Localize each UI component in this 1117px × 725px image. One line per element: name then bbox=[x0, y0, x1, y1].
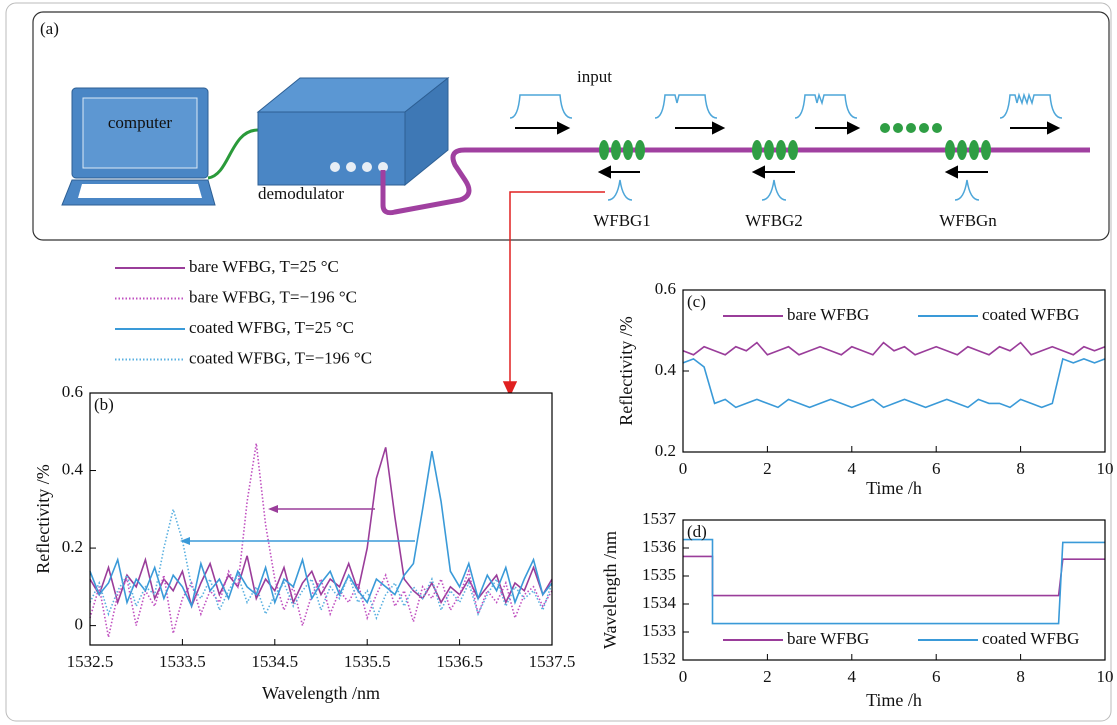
x-tick-label: 8 bbox=[1016, 667, 1025, 686]
x-axis-label: Time /h bbox=[866, 478, 922, 498]
grating-label: WFBG2 bbox=[745, 211, 803, 230]
legend-label: bare WFBG, T=−196 °C bbox=[189, 287, 357, 306]
y-tick-label: 0.2 bbox=[655, 441, 676, 460]
y-axis-label: Wavelength /nm bbox=[600, 531, 620, 649]
legend-label: coated WFBG, T=25 °C bbox=[189, 318, 354, 337]
x-tick-label: 8 bbox=[1016, 459, 1025, 478]
data-line bbox=[683, 555, 1105, 597]
y-tick-label: 0.6 bbox=[62, 382, 83, 401]
x-axis-label: Time /h bbox=[866, 690, 922, 710]
panel-label: (d) bbox=[687, 522, 707, 541]
y-tick-label: 0.2 bbox=[62, 537, 83, 556]
data-line bbox=[89, 506, 553, 621]
data-line bbox=[89, 451, 553, 609]
shift-arrow-head bbox=[268, 505, 278, 513]
shift-arrow-head bbox=[180, 537, 190, 545]
demodulator-label: demodulator bbox=[258, 184, 344, 203]
x-tick-label: 1537.5 bbox=[529, 652, 576, 671]
x-tick-label: 4 bbox=[848, 459, 857, 478]
data-line bbox=[682, 341, 1106, 356]
y-tick-label: 1534 bbox=[642, 593, 677, 612]
x-tick-label: 10 bbox=[1097, 667, 1114, 686]
spectra bbox=[509, 92, 1063, 201]
y-tick-label: 1535 bbox=[642, 565, 676, 584]
red-arrow bbox=[502, 191, 605, 397]
y-tick-label: 0 bbox=[75, 615, 84, 634]
panel-label: (b) bbox=[94, 395, 114, 414]
y-tick-label: 1533 bbox=[642, 621, 676, 640]
x-tick-label: 10 bbox=[1097, 459, 1114, 478]
data-line bbox=[89, 443, 553, 638]
panel-label: (a) bbox=[40, 19, 59, 38]
legend-label: coated WFBG, T=−196 °C bbox=[189, 348, 372, 367]
plot-frame bbox=[89, 392, 553, 646]
x-tick-label: 1534.5 bbox=[251, 652, 298, 671]
y-tick-label: 0.4 bbox=[62, 459, 84, 478]
x-tick-label: 1532.5 bbox=[67, 652, 114, 671]
legend-label: bare WFBG bbox=[787, 629, 869, 648]
data-line bbox=[89, 447, 553, 609]
x-axis-label: Wavelength /nm bbox=[262, 683, 380, 703]
x-tick-label: 1535.5 bbox=[344, 652, 391, 671]
legend-label: bare WFBG bbox=[787, 305, 869, 324]
x-tick-label: 4 bbox=[848, 667, 857, 686]
grating-label: WFBGn bbox=[939, 211, 997, 230]
legend-label: bare WFBG, T=25 °C bbox=[189, 257, 339, 276]
y-tick-label: 0.4 bbox=[655, 360, 677, 379]
data-line bbox=[683, 538, 1105, 625]
grating-label: WFBG1 bbox=[593, 211, 651, 230]
gratings bbox=[599, 123, 991, 160]
x-tick-label: 1533.5 bbox=[159, 652, 206, 671]
x-tick-label: 2 bbox=[763, 667, 772, 686]
legend-label: coated WFBG bbox=[982, 305, 1079, 324]
cable bbox=[207, 128, 259, 180]
x-tick-label: 1536.5 bbox=[436, 652, 483, 671]
y-tick-label: 1537 bbox=[642, 509, 677, 528]
demodulator-icon bbox=[256, 76, 450, 187]
x-tick-label: 6 bbox=[932, 459, 941, 478]
y-tick-label: 0.6 bbox=[655, 279, 676, 298]
y-tick-label: 1536 bbox=[642, 537, 676, 556]
legend-label: coated WFBG bbox=[982, 629, 1079, 648]
x-tick-label: 2 bbox=[763, 459, 772, 478]
y-tick-label: 1532 bbox=[642, 649, 676, 668]
x-tick-label: 0 bbox=[679, 667, 688, 686]
plot-area bbox=[683, 520, 1105, 660]
x-tick-label: 0 bbox=[679, 459, 688, 478]
plot-area bbox=[90, 393, 552, 645]
direction-arrows bbox=[515, 121, 1061, 179]
y-axis-label: Reflectivity /% bbox=[616, 316, 636, 425]
computer-icon bbox=[61, 87, 216, 206]
y-axis-label: Reflectivity /% bbox=[33, 464, 53, 573]
input-label: input bbox=[577, 67, 612, 86]
panel-label: (c) bbox=[687, 292, 706, 311]
x-tick-label: 6 bbox=[932, 667, 941, 686]
data-line bbox=[682, 357, 1106, 409]
fiber bbox=[380, 147, 1090, 216]
plot-frame bbox=[682, 519, 1106, 661]
computer-label: computer bbox=[108, 113, 173, 132]
